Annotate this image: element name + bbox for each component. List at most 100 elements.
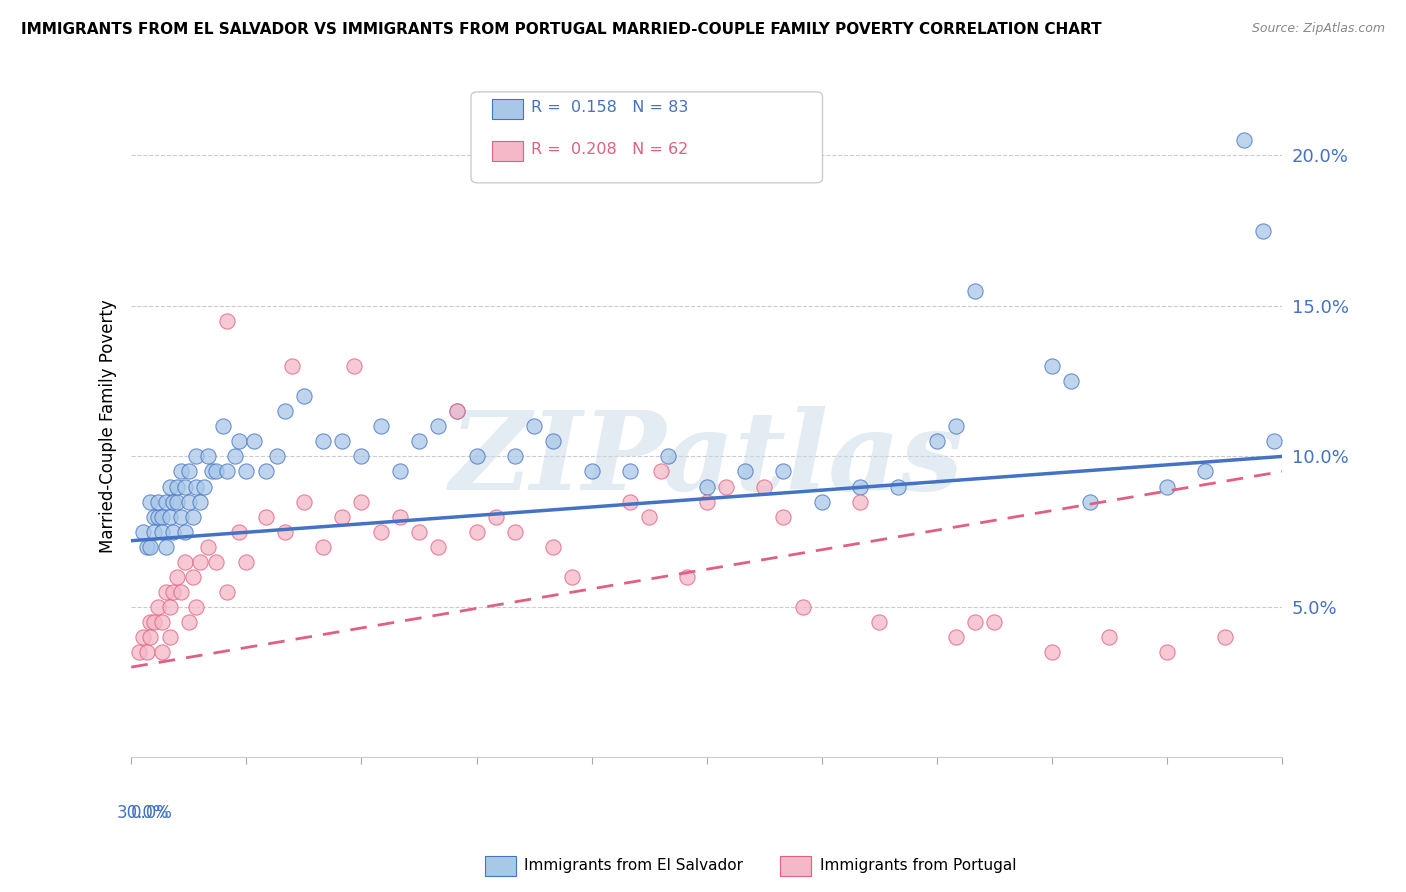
Point <box>465 524 488 539</box>
Point <box>868 615 890 629</box>
Point <box>243 434 266 449</box>
Point <box>170 585 193 599</box>
Point <box>638 509 661 524</box>
Point <box>135 645 157 659</box>
Point <box>446 404 468 418</box>
Point <box>228 434 250 449</box>
Point <box>162 585 184 599</box>
Point <box>292 494 315 508</box>
Point <box>945 630 967 644</box>
Point <box>159 509 181 524</box>
Point <box>1098 630 1121 644</box>
Point <box>188 555 211 569</box>
Point <box>446 404 468 418</box>
Point <box>925 434 948 449</box>
Point <box>408 434 430 449</box>
Point <box>177 615 200 629</box>
Point <box>132 630 155 644</box>
Point <box>503 524 526 539</box>
Point <box>186 450 208 464</box>
Point <box>217 314 239 328</box>
Point <box>561 570 583 584</box>
Y-axis label: Married-Couple Family Poverty: Married-Couple Family Poverty <box>100 300 117 553</box>
Point <box>139 494 162 508</box>
Point <box>139 540 162 554</box>
Point <box>235 465 257 479</box>
Point <box>810 494 832 508</box>
Point <box>696 479 718 493</box>
Point <box>945 419 967 434</box>
Point <box>150 524 173 539</box>
Point <box>772 509 794 524</box>
Point <box>849 479 872 493</box>
Point <box>792 599 814 614</box>
Point <box>155 494 177 508</box>
Point <box>224 450 246 464</box>
Point <box>330 434 353 449</box>
Point <box>132 524 155 539</box>
Point <box>273 404 295 418</box>
Point <box>1040 359 1063 373</box>
Point <box>772 465 794 479</box>
Point <box>427 540 450 554</box>
Point <box>139 615 162 629</box>
Point <box>174 479 197 493</box>
Point <box>541 540 564 554</box>
Text: 30.0%: 30.0% <box>117 804 170 822</box>
Point <box>228 524 250 539</box>
Point <box>312 434 335 449</box>
Point <box>541 434 564 449</box>
Text: ZIPatlas: ZIPatlas <box>450 406 963 513</box>
Point <box>146 494 169 508</box>
Point <box>159 630 181 644</box>
Point <box>212 419 235 434</box>
Point <box>965 615 987 629</box>
Point <box>485 509 508 524</box>
Point <box>503 450 526 464</box>
Point <box>754 479 776 493</box>
Point <box>162 524 184 539</box>
Point <box>650 465 672 479</box>
Point <box>150 615 173 629</box>
Point <box>1233 133 1256 147</box>
Point <box>174 524 197 539</box>
Point <box>388 465 411 479</box>
Point <box>128 645 150 659</box>
Point <box>1060 374 1083 388</box>
Point <box>159 599 181 614</box>
Point <box>204 555 226 569</box>
Point <box>887 479 910 493</box>
Point <box>150 509 173 524</box>
Point <box>312 540 335 554</box>
Point <box>714 479 737 493</box>
Point <box>143 524 166 539</box>
Point <box>849 494 872 508</box>
Point <box>177 465 200 479</box>
Point <box>186 479 208 493</box>
Point <box>676 570 699 584</box>
Point <box>155 540 177 554</box>
Point <box>281 359 304 373</box>
Point <box>1263 434 1285 449</box>
Point <box>965 284 987 298</box>
Point <box>1251 224 1274 238</box>
Point <box>370 419 392 434</box>
Point <box>143 509 166 524</box>
Point <box>181 509 204 524</box>
Point <box>523 419 546 434</box>
Point <box>1194 465 1216 479</box>
Point <box>1078 494 1101 508</box>
Point <box>1040 645 1063 659</box>
Text: Immigrants from El Salvador: Immigrants from El Salvador <box>524 858 744 872</box>
Point <box>177 494 200 508</box>
Text: IMMIGRANTS FROM EL SALVADOR VS IMMIGRANTS FROM PORTUGAL MARRIED-COUPLE FAMILY PO: IMMIGRANTS FROM EL SALVADOR VS IMMIGRANT… <box>21 22 1102 37</box>
Point <box>619 494 641 508</box>
Text: Source: ZipAtlas.com: Source: ZipAtlas.com <box>1251 22 1385 36</box>
Point <box>350 494 373 508</box>
Point <box>1156 479 1178 493</box>
Point <box>197 540 219 554</box>
Point <box>254 465 277 479</box>
Text: 0.0%: 0.0% <box>131 804 173 822</box>
Point <box>266 450 288 464</box>
Point <box>388 509 411 524</box>
